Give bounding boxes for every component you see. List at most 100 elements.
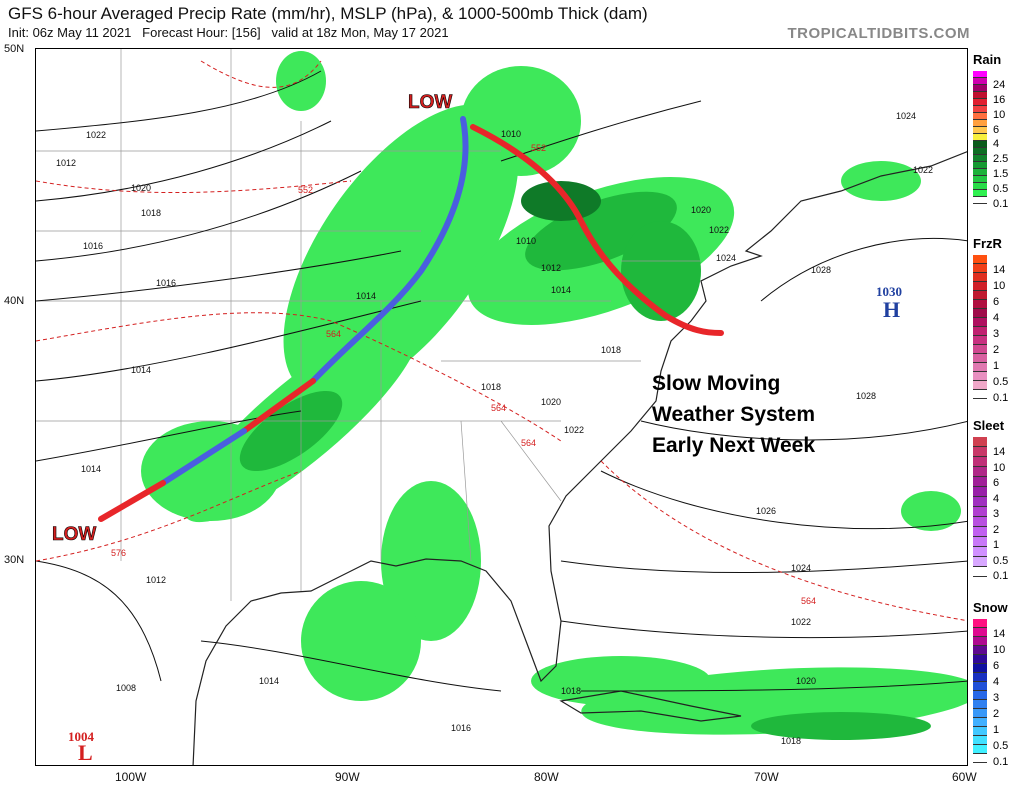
legend-swatch bbox=[973, 282, 987, 291]
legend-swatch bbox=[973, 162, 987, 169]
legend-swatch bbox=[973, 700, 987, 709]
legend-swatch bbox=[973, 754, 987, 763]
legend-swatch bbox=[973, 646, 987, 655]
legend-swatch bbox=[973, 477, 987, 487]
isobar-label: 1022 bbox=[913, 165, 933, 175]
cold-front-south bbox=[160, 428, 247, 486]
legend-swatch bbox=[973, 507, 987, 517]
legend-tick-label: 2 bbox=[993, 344, 1000, 357]
thickness-line bbox=[600, 460, 967, 622]
legend-swatch bbox=[973, 718, 987, 727]
legend-tick-label: 4 bbox=[993, 492, 1000, 505]
legend-swatch bbox=[973, 264, 987, 273]
isobar-label: 1014 bbox=[551, 285, 571, 295]
legend-tick-label: 10 bbox=[993, 280, 1006, 293]
legend-swatch bbox=[973, 106, 987, 113]
isobar-label: 1014 bbox=[81, 464, 101, 474]
legend-swatch bbox=[973, 673, 987, 682]
isobar-line bbox=[36, 120, 332, 202]
isobar-line bbox=[560, 560, 967, 574]
legend-swatch bbox=[973, 736, 987, 745]
isobar-label: 1018 bbox=[781, 736, 801, 746]
isobar-line bbox=[760, 238, 967, 302]
legend-swatch bbox=[973, 291, 987, 300]
legend-swatch bbox=[973, 664, 987, 673]
high-pressure-value: 1030 bbox=[876, 284, 902, 299]
legend-swatch bbox=[973, 457, 987, 467]
isobar-label: 1018 bbox=[481, 382, 501, 392]
legend-swatch bbox=[973, 190, 987, 197]
legend-swatch bbox=[973, 197, 987, 204]
isobar-line bbox=[36, 250, 402, 302]
annotation-line: Early Next Week bbox=[652, 434, 816, 457]
precip-area bbox=[381, 481, 481, 641]
thickness-line bbox=[36, 470, 302, 562]
map-subtitle: Init: 06z May 11 2021 Forecast Hour: [15… bbox=[8, 25, 449, 40]
thickness-lines bbox=[36, 60, 967, 622]
legend-swatch bbox=[973, 273, 987, 282]
legend-swatch bbox=[973, 691, 987, 700]
map-canvas: 1022 1020 1018 1016 1016 1014 1014 1014 1012 1008… bbox=[36, 49, 967, 765]
legend-swatch bbox=[973, 134, 987, 141]
isobar-label: 1018 bbox=[601, 345, 621, 355]
us-coastline bbox=[192, 151, 967, 765]
thickness-label: 564 bbox=[491, 403, 506, 413]
precip-area bbox=[531, 656, 711, 706]
legend-swatch bbox=[973, 567, 987, 577]
isobar-label: 1026 bbox=[756, 506, 776, 516]
isobar-label: 1012 bbox=[56, 158, 76, 168]
legend-title: Sleet bbox=[973, 418, 1005, 433]
isobar-label: 1028 bbox=[856, 391, 876, 401]
legend-title: FrzR bbox=[973, 236, 1002, 251]
legend-swatch bbox=[973, 682, 987, 691]
legend-tick-label: 6 bbox=[993, 477, 1000, 490]
legend-tick-label: 4 bbox=[993, 676, 1000, 689]
lon-label: 60W bbox=[952, 770, 977, 784]
legend-swatch bbox=[973, 745, 987, 754]
isobar-label: 1016 bbox=[83, 241, 103, 251]
legend-swatch bbox=[973, 71, 987, 78]
thickness-label: 564 bbox=[326, 329, 341, 339]
thickness-label: 564 bbox=[801, 596, 816, 606]
lon-label: 70W bbox=[754, 770, 779, 784]
legend-swatch bbox=[973, 557, 987, 567]
isobar-line bbox=[580, 680, 967, 692]
precip-area bbox=[521, 181, 601, 221]
legend-snow: Snow 14 10 6 4 3 2 1 0.5 0.1 bbox=[973, 600, 1023, 768]
precip-area bbox=[239, 390, 343, 472]
legend-tick-label: 6 bbox=[993, 660, 1000, 673]
isobar-line bbox=[36, 300, 422, 382]
isobar-line bbox=[200, 640, 502, 692]
brand-watermark: TROPICALTIDBITS.COM bbox=[787, 25, 970, 42]
legend-swatch bbox=[973, 148, 987, 155]
high-pressure-symbol: H bbox=[883, 297, 901, 322]
isobar-line bbox=[36, 70, 322, 132]
isobar-label: 1008 bbox=[116, 683, 136, 693]
isobar-label: 1022 bbox=[791, 617, 811, 627]
lon-label: 90W bbox=[335, 770, 360, 784]
isobar-label: 1014 bbox=[131, 365, 151, 375]
isobar-label: 1020 bbox=[691, 205, 711, 215]
lon-label: 100W bbox=[115, 770, 147, 784]
lat-label: 40N bbox=[4, 295, 25, 307]
legend-swatch bbox=[973, 363, 987, 372]
precip-area bbox=[461, 66, 581, 176]
legend-swatch bbox=[973, 517, 987, 527]
legend-tick-label: 0.5 bbox=[993, 376, 1009, 389]
precip-area bbox=[301, 581, 421, 701]
isobar-label: 1028 bbox=[811, 265, 831, 275]
isobar-label: 1020 bbox=[796, 676, 816, 686]
legend-swatch bbox=[973, 78, 987, 85]
thickness-label: 576 bbox=[111, 548, 126, 558]
legend-swatch bbox=[973, 655, 987, 664]
isobar-label: 1012 bbox=[541, 263, 561, 273]
isobar-line bbox=[36, 410, 302, 462]
legend-swatch bbox=[973, 619, 987, 628]
legend-title: Rain bbox=[973, 52, 1002, 67]
lat-label: 30N bbox=[4, 554, 25, 566]
annotation-line: Weather System bbox=[652, 403, 816, 426]
legend-swatch bbox=[973, 354, 987, 363]
fronts bbox=[98, 116, 724, 522]
warm-front-segment bbox=[241, 378, 316, 434]
legend-tick-label: 10 bbox=[993, 108, 1006, 121]
